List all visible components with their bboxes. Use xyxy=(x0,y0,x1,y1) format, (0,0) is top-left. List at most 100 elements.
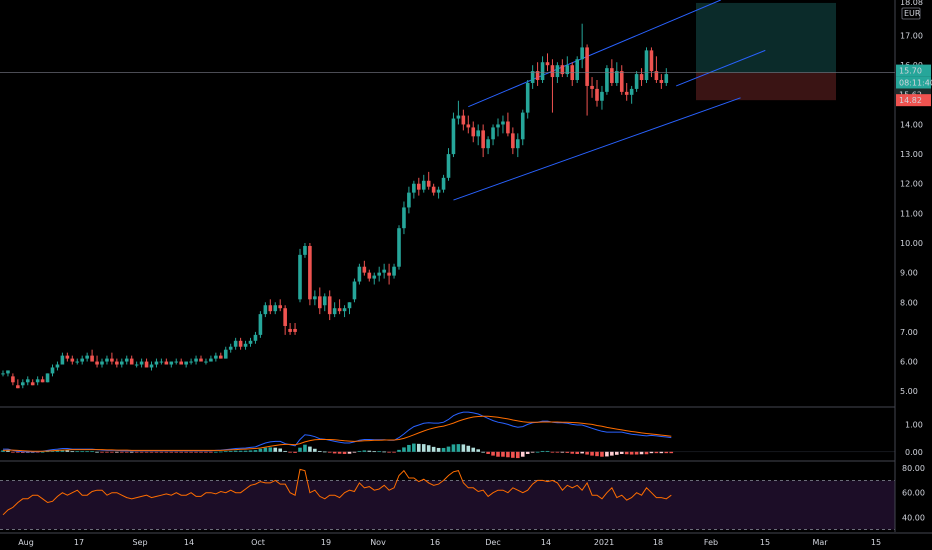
candle[interactable] xyxy=(1,370,5,377)
candle[interactable] xyxy=(169,361,174,368)
candle[interactable] xyxy=(40,376,45,383)
candle[interactable] xyxy=(476,124,480,146)
candle[interactable] xyxy=(16,379,20,389)
candle[interactable] xyxy=(85,352,89,362)
candle[interactable] xyxy=(21,379,25,389)
candle[interactable] xyxy=(372,272,377,285)
candle[interactable] xyxy=(605,65,609,95)
candle[interactable] xyxy=(233,337,238,350)
candle[interactable] xyxy=(223,346,228,359)
candle[interactable] xyxy=(258,311,263,338)
macd-pane[interactable] xyxy=(0,411,895,459)
candle[interactable] xyxy=(204,358,208,365)
signal-line[interactable] xyxy=(2,415,672,452)
candle[interactable] xyxy=(65,352,70,362)
candle[interactable] xyxy=(243,340,248,350)
candle[interactable] xyxy=(540,56,545,83)
candle[interactable] xyxy=(595,80,599,107)
candle[interactable] xyxy=(590,77,594,98)
candle[interactable] xyxy=(318,287,322,315)
candle[interactable] xyxy=(506,112,510,137)
candle[interactable] xyxy=(149,361,154,371)
candle[interactable] xyxy=(298,248,302,303)
candle[interactable] xyxy=(134,361,139,368)
candle[interactable] xyxy=(619,65,624,95)
candle[interactable] xyxy=(60,352,65,365)
candle[interactable] xyxy=(253,331,258,344)
candle[interactable] xyxy=(347,302,352,315)
candle[interactable] xyxy=(278,299,282,312)
candle[interactable] xyxy=(90,349,94,362)
candle[interactable] xyxy=(283,305,287,335)
candle[interactable] xyxy=(629,85,634,104)
candle[interactable] xyxy=(45,373,50,383)
candle[interactable] xyxy=(481,124,485,158)
candle[interactable] xyxy=(397,225,401,270)
time-axis[interactable]: Aug 17 Sep 14 Oct 19 Nov 16 Dec 14 2021 18 Feb 15 Mar 1… xyxy=(18,538,881,547)
channel-extension-line[interactable] xyxy=(676,49,766,87)
candle[interactable] xyxy=(456,100,461,125)
candle[interactable] xyxy=(120,358,124,368)
position-zones[interactable] xyxy=(696,2,836,101)
candle[interactable] xyxy=(511,127,515,155)
candle[interactable] xyxy=(446,148,451,181)
candle[interactable] xyxy=(209,355,213,362)
candle[interactable] xyxy=(615,62,619,86)
candle[interactable] xyxy=(129,355,134,365)
candle[interactable] xyxy=(159,358,164,365)
candle[interactable] xyxy=(105,355,109,365)
candle[interactable] xyxy=(50,364,55,377)
candle[interactable] xyxy=(11,373,15,386)
candle[interactable] xyxy=(214,352,218,362)
candle[interactable] xyxy=(387,263,391,285)
candle[interactable] xyxy=(248,337,253,347)
candle[interactable] xyxy=(530,65,535,89)
candle[interactable] xyxy=(189,358,193,365)
candle[interactable] xyxy=(263,302,268,318)
candle[interactable] xyxy=(664,68,669,86)
candle[interactable] xyxy=(313,290,317,306)
candle[interactable] xyxy=(139,358,144,368)
candle[interactable] xyxy=(501,115,505,134)
candle[interactable] xyxy=(649,47,654,78)
candle[interactable] xyxy=(362,260,367,276)
candle[interactable] xyxy=(392,263,396,279)
candle[interactable] xyxy=(100,358,104,368)
candle[interactable] xyxy=(110,352,114,365)
candle[interactable] xyxy=(115,358,119,368)
candle[interactable] xyxy=(431,183,436,196)
channel-lower-line[interactable] xyxy=(453,97,741,201)
candle[interactable] xyxy=(144,358,149,368)
candle[interactable] xyxy=(461,109,466,131)
candle[interactable] xyxy=(95,355,99,368)
candle[interactable] xyxy=(585,44,589,116)
candle[interactable] xyxy=(164,358,169,365)
candle[interactable] xyxy=(560,59,565,78)
candle[interactable] xyxy=(402,201,406,235)
candle[interactable] xyxy=(35,376,40,386)
rsi-pane[interactable] xyxy=(0,468,895,530)
candle[interactable] xyxy=(154,358,159,368)
candle[interactable] xyxy=(303,243,307,258)
candle[interactable] xyxy=(412,180,416,199)
candle[interactable] xyxy=(199,355,203,362)
candle[interactable] xyxy=(377,266,381,282)
candle[interactable] xyxy=(535,62,540,86)
candle[interactable] xyxy=(184,361,188,368)
candle[interactable] xyxy=(352,278,357,303)
candle[interactable] xyxy=(70,355,75,365)
candle[interactable] xyxy=(436,186,441,199)
candle[interactable] xyxy=(337,299,342,315)
candle[interactable] xyxy=(639,68,644,86)
candle[interactable] xyxy=(421,174,426,193)
rsi-line[interactable] xyxy=(2,468,672,516)
candle[interactable] xyxy=(417,177,421,196)
stop-zone[interactable] xyxy=(696,72,836,101)
channel-upper-line[interactable] xyxy=(468,0,721,108)
candle[interactable] xyxy=(367,269,372,282)
candle[interactable] xyxy=(525,80,530,119)
candle[interactable] xyxy=(491,124,495,146)
candle[interactable] xyxy=(486,136,490,155)
candle[interactable] xyxy=(238,337,243,350)
